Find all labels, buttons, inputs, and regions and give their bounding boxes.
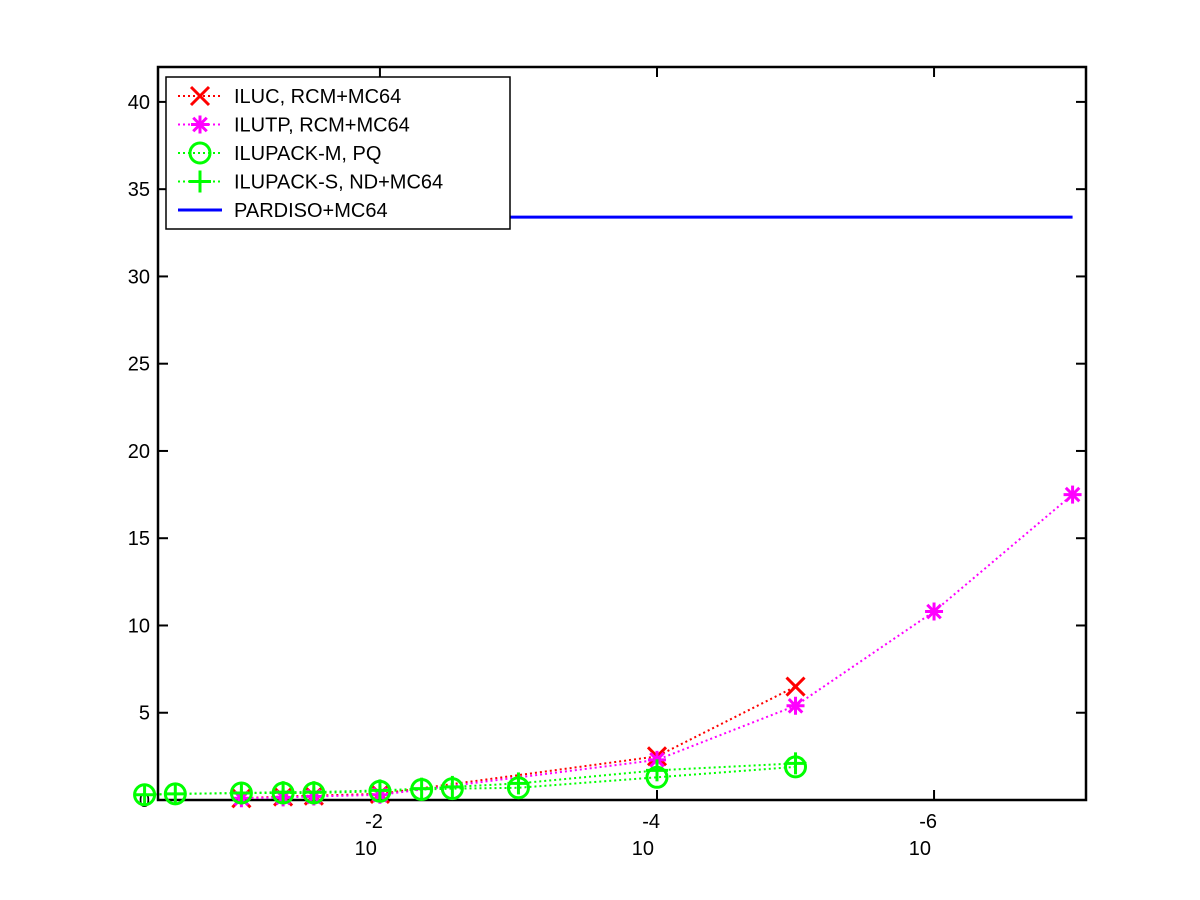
y-tick-label: 25 [128,354,150,376]
legend-item: PARDISO+MC64 [178,200,388,222]
plus-marker [368,779,391,802]
plus-marker [645,759,668,782]
y-tick-label: 5 [139,703,150,725]
legend-item: ILUC, RCM+MC64 [178,85,401,108]
plus-marker [230,782,253,805]
plus-marker [441,775,464,798]
legend-label: ILUC, RCM+MC64 [234,86,401,108]
legend-item: ILUPACK-M, PQ [178,141,381,165]
x-axis: 10 -2 10 -4 10 -6 [355,67,937,860]
y-tick-label: 10 [128,615,150,637]
plus-marker [189,170,211,193]
star-marker [786,696,805,715]
star-marker [1063,485,1082,504]
legend-label: ILUPACK-S, ND+MC64 [234,172,443,194]
x-tick-label-exponent: -4 [642,811,660,833]
legend-box [165,76,511,230]
legend-label: ILUTP, RCM+MC64 [234,115,410,137]
star-marker-stroke [1064,486,1081,503]
legend: ILUC, RCM+MC64 ILUTP, RCM+MC64 ILUPACK-M, … [165,76,511,230]
series-3 [133,752,807,806]
plus-marker [164,782,187,805]
plus-marker [410,777,433,800]
y-tick-label: 15 [128,528,150,550]
star-marker [191,115,209,134]
plus-marker [302,781,325,804]
legend-label: ILUPACK-M, PQ [234,143,381,165]
star-marker-stroke [787,697,804,714]
x-tick-label-base: 10 [632,838,654,860]
x-marker-stroke [189,85,211,107]
star-marker-stroke [926,603,942,620]
legend-item: ILUPACK-S, ND+MC64 [178,170,443,194]
x-tick-label-base: 10 [355,838,377,860]
plus-marker [272,781,295,804]
axes-frame [156,65,1088,802]
y-tick-label: 35 [128,179,150,201]
x-tick-label-exponent: -2 [365,811,383,833]
legend-label: PARDISO+MC64 [234,200,388,222]
star-marker [925,602,944,621]
x-tick-label-base: 10 [909,838,931,860]
x-marker-stroke [785,676,806,697]
circle-marker [188,141,212,165]
x-marker [785,676,806,697]
y-tick-label: 30 [128,266,150,288]
plus-marker [133,783,156,806]
legend-item: ILUTP, RCM+MC64 [178,115,410,137]
plus-marker [784,752,807,775]
star-marker-stroke [192,116,208,133]
plot-area [156,65,1088,802]
x-tick-label-exponent: -6 [919,811,937,833]
plus-marker [507,772,530,795]
y-axis: 0510152025303540 [128,92,1086,812]
y-tick-label: 40 [128,92,150,114]
x-marker [189,85,211,107]
y-tick-label: 20 [128,441,150,463]
